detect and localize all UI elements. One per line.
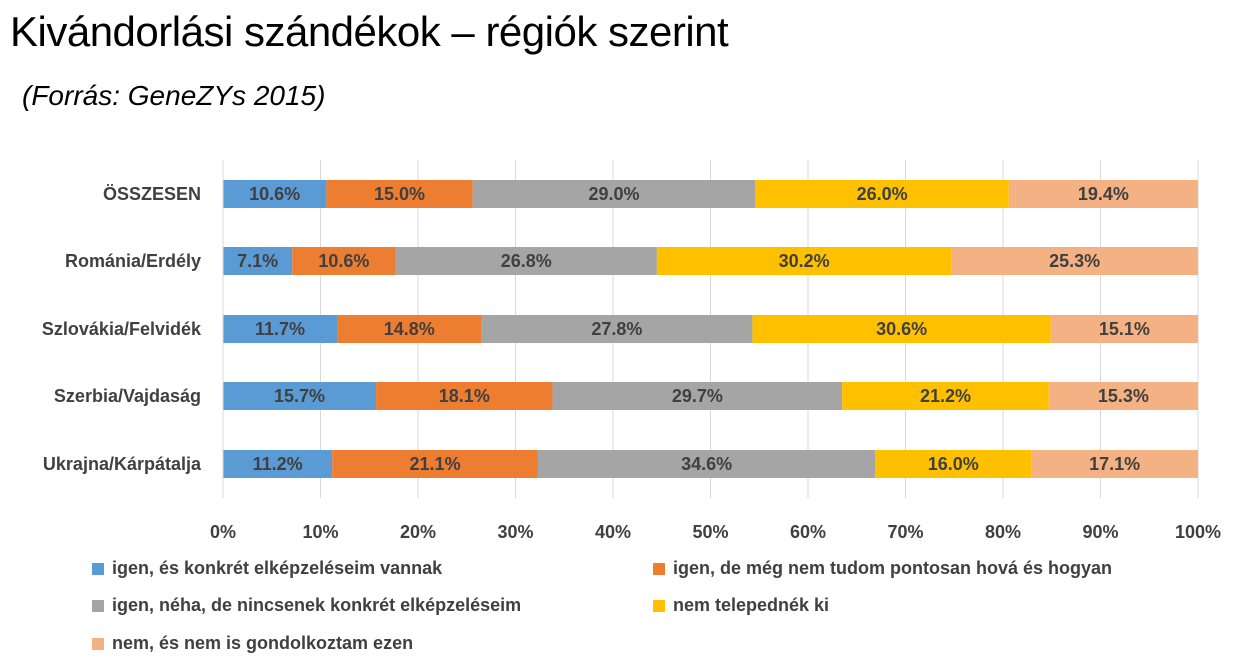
bar-segment xyxy=(472,180,756,208)
x-tick-label: 10% xyxy=(302,522,338,542)
category-label: Szerbia/Vajdaság xyxy=(54,386,201,406)
data-label: 26.0% xyxy=(857,184,908,204)
data-label: 11.7% xyxy=(255,319,305,339)
bar-segment xyxy=(755,180,1009,208)
bar-segment xyxy=(481,315,753,343)
x-tick-label: 70% xyxy=(887,522,923,542)
data-label: 11.2% xyxy=(253,454,303,474)
data-label: 15.7% xyxy=(274,386,325,406)
category-label: Szlovákia/Felvidék xyxy=(42,319,202,339)
x-tick-label: 40% xyxy=(595,522,631,542)
bar-segment xyxy=(223,180,327,208)
bar-segment xyxy=(223,315,338,343)
data-label: 16.0% xyxy=(928,454,979,474)
bar-segment xyxy=(332,450,538,478)
bar-segment xyxy=(552,382,843,410)
data-label: 19.4% xyxy=(1078,184,1129,204)
x-tick-label: 90% xyxy=(1082,522,1118,542)
data-label: 7.1% xyxy=(237,251,278,271)
bar-segment xyxy=(376,382,553,410)
category-label: Ukrajna/Kárpátalja xyxy=(43,454,202,474)
legend-swatch xyxy=(92,637,104,650)
data-label: 15.3% xyxy=(1098,386,1149,406)
bar-segment xyxy=(537,450,876,478)
data-label: 14.8% xyxy=(384,319,435,339)
bar-segment xyxy=(223,382,377,410)
data-label: 27.8% xyxy=(591,319,642,339)
bar-segment xyxy=(1050,315,1198,343)
bar-segment xyxy=(395,247,657,275)
bar-segment xyxy=(656,247,952,275)
legend-item: igen, néha, de nincsenek konkrét elképze… xyxy=(92,595,521,616)
bar-segment xyxy=(752,315,1051,343)
x-tick-label: 60% xyxy=(790,522,826,542)
bar-segment xyxy=(842,382,1049,410)
data-label: 29.7% xyxy=(672,386,723,406)
legend-label: nem telepednék ki xyxy=(673,595,830,615)
bar-segment xyxy=(951,247,1198,275)
chart-title: Kivándorlási szándékok – régiók szerint xyxy=(10,8,729,55)
bar-segment xyxy=(875,450,1032,478)
data-label: 17.1% xyxy=(1089,454,1140,474)
x-tick-label: 100% xyxy=(1175,522,1221,542)
data-label: 10.6% xyxy=(249,184,300,204)
x-tick-label: 0% xyxy=(210,522,236,542)
data-label: 30.2% xyxy=(779,251,830,271)
legend-swatch xyxy=(653,562,665,575)
bar-segment xyxy=(1031,450,1198,478)
data-label: 34.6% xyxy=(681,454,732,474)
bar-segment xyxy=(326,180,473,208)
data-label: 18.1% xyxy=(439,386,490,406)
legend-item: igen, de még nem tudom pontosan hová és … xyxy=(653,558,1112,579)
legend-swatch xyxy=(92,599,104,612)
bar-segment xyxy=(337,315,482,343)
bar-segment xyxy=(223,450,333,478)
legend-item: nem, és nem is gondolkoztam ezen xyxy=(92,633,413,654)
data-label: 25.3% xyxy=(1049,251,1100,271)
bar-segment xyxy=(223,247,293,275)
legend-swatch xyxy=(92,562,104,575)
data-label: 15.0% xyxy=(374,184,425,204)
legend-label: igen, és konkrét elképzeléseim vannak xyxy=(112,558,443,578)
legend-item: igen, és konkrét elképzeléseim vannak xyxy=(92,558,442,579)
legend-label: igen, néha, de nincsenek konkrét elképze… xyxy=(112,595,522,615)
x-tick-label: 20% xyxy=(400,522,436,542)
category-label: Románia/Erdély xyxy=(65,251,201,271)
x-tick-label: 80% xyxy=(985,522,1021,542)
bar-segment xyxy=(292,247,396,275)
category-label: ÖSSZESEN xyxy=(103,184,201,204)
data-label: 21.1% xyxy=(410,454,461,474)
data-label: 10.6% xyxy=(318,251,369,271)
data-label: 29.0% xyxy=(588,184,639,204)
data-label: 30.6% xyxy=(876,319,927,339)
legend-swatch xyxy=(653,599,665,612)
legend-item: nem telepednék ki xyxy=(653,595,829,616)
data-label: 26.8% xyxy=(501,251,552,271)
bar-segment xyxy=(1008,180,1198,208)
data-label: 21.2% xyxy=(920,386,971,406)
legend-label: igen, de még nem tudom pontosan hová és … xyxy=(673,558,1113,578)
bar-segment xyxy=(1048,382,1198,410)
data-label: 15.1% xyxy=(1099,319,1150,339)
chart-subtitle: (Forrás: GeneZYs 2015) xyxy=(22,80,326,111)
x-tick-label: 30% xyxy=(497,522,533,542)
legend-label: nem, és nem is gondolkoztam ezen xyxy=(112,633,414,653)
x-tick-label: 50% xyxy=(692,522,728,542)
